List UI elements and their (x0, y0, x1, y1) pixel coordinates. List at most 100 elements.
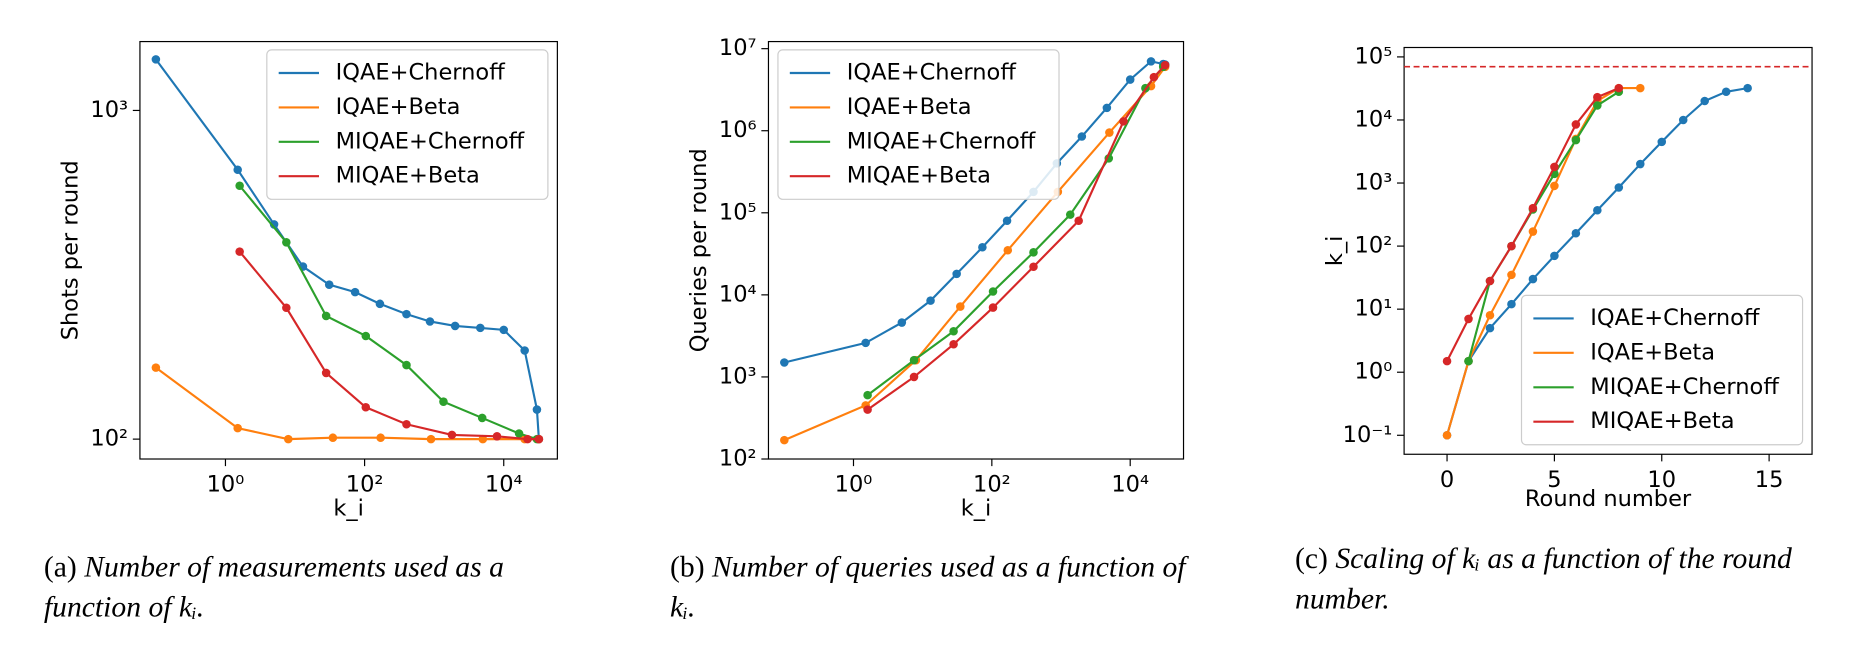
caption-box: (a) Number of measurements used as a fun… (43, 551, 504, 624)
data-point (520, 346, 529, 355)
y-tick-label: 10⁵ (719, 199, 757, 225)
data-point (1485, 323, 1495, 333)
data-point (1074, 216, 1083, 226)
data-point (1077, 132, 1087, 141)
caption: (b) Number of queries used as a function… (670, 548, 1216, 629)
caption: (c) Scaling of kᵢ as a function of the r… (1295, 540, 1846, 621)
data-point (897, 318, 907, 327)
y-tick-label: 10⁴ (1355, 106, 1393, 132)
data-point (956, 302, 965, 311)
data-point (350, 287, 360, 297)
data-point (402, 360, 411, 370)
y-tick-label: 10⁻¹ (1343, 422, 1393, 448)
caption-text: Number of measurements used as a functio… (43, 551, 504, 624)
y-tick-label: 10³ (1355, 170, 1393, 196)
series-line (1446, 87, 1641, 436)
data-point (151, 363, 161, 372)
y-tick-label: 10³ (90, 97, 128, 123)
x-axis-label: Round number (1525, 486, 1692, 512)
data-point (375, 299, 385, 309)
legend-box (777, 49, 1060, 200)
data-point (909, 372, 919, 382)
data-point (1442, 431, 1452, 440)
y-tick-label: 10⁵ (1355, 43, 1393, 69)
data-point (492, 432, 502, 441)
legend-box (266, 49, 549, 200)
data-point (235, 247, 244, 256)
data-point (1550, 251, 1559, 261)
data-point (324, 280, 334, 289)
data-point (952, 269, 961, 279)
caption-label: (a) (43, 551, 77, 584)
legend-label: MIQAE+Beta (847, 163, 991, 189)
data-point (402, 419, 411, 429)
y-tick-label: 10⁰ (1355, 359, 1393, 385)
caption-text: Number of queries used as a function of … (670, 551, 1186, 624)
y-tick-label: 10² (1355, 233, 1393, 259)
x-axis-label: k_i (961, 495, 992, 521)
data-point (1593, 101, 1602, 110)
data-point (532, 405, 542, 414)
data-point (1464, 314, 1473, 324)
x-tick-label: 5 (1547, 467, 1561, 493)
data-point (1507, 299, 1516, 309)
data-point (1065, 210, 1075, 219)
x-tick-label: 10⁴ (1111, 472, 1149, 498)
data-point (988, 287, 998, 296)
data-point (1149, 72, 1159, 82)
legend-label: IQAE+Chernoff (336, 59, 506, 85)
data-point (361, 331, 371, 341)
y-tick-label: 10² (90, 426, 128, 452)
data-point (1700, 96, 1709, 106)
data-point (235, 181, 244, 191)
caption-label: (c) (1295, 543, 1328, 576)
y-axis-label: k_i (1322, 236, 1348, 267)
data-point (376, 433, 385, 442)
data-point (523, 434, 532, 444)
data-point (1160, 60, 1170, 70)
y-axis-label: Queries per round (686, 148, 712, 352)
x-tick-label: 10 (1647, 467, 1676, 493)
y-axis-label: Shots per round (58, 160, 84, 340)
data-point (514, 429, 524, 438)
data-point (450, 321, 460, 331)
data-point (1571, 120, 1581, 129)
data-point (233, 423, 242, 433)
data-point (282, 238, 291, 247)
data-point (780, 435, 789, 445)
legend-label: IQAE+Beta (336, 94, 461, 120)
data-point (1146, 57, 1156, 66)
data-point (1614, 83, 1624, 93)
data-point (447, 430, 457, 440)
data-point (1105, 128, 1114, 137)
legend-label: MIQAE+Chernoff (847, 128, 1036, 154)
data-point (1593, 205, 1602, 215)
data-point (861, 338, 870, 348)
data-point (284, 434, 293, 444)
data-point (1102, 103, 1112, 113)
data-point (1029, 248, 1038, 257)
legend-label: IQAE+Beta (1590, 339, 1715, 365)
data-point (1002, 216, 1012, 226)
data-point (1125, 75, 1135, 84)
legend-label: IQAE+Chernoff (847, 59, 1017, 85)
data-point (863, 405, 872, 414)
data-point (1571, 135, 1581, 145)
x-tick-label: 10⁰ (207, 472, 245, 498)
data-point (534, 434, 544, 444)
data-point (439, 397, 448, 406)
data-point (151, 55, 161, 64)
data-point (425, 317, 435, 326)
data-point (426, 434, 436, 444)
data-point (1550, 181, 1559, 191)
data-point (1678, 115, 1688, 125)
data-point (1636, 159, 1645, 169)
y-tick-label: 10¹ (1355, 296, 1393, 322)
data-point (1119, 117, 1128, 126)
caption-label: (b) (670, 551, 705, 584)
y-tick-label: 10⁶ (719, 117, 757, 143)
legend-label: MIQAE+Beta (336, 163, 480, 189)
data-point (1528, 274, 1538, 284)
data-point (1721, 87, 1731, 97)
